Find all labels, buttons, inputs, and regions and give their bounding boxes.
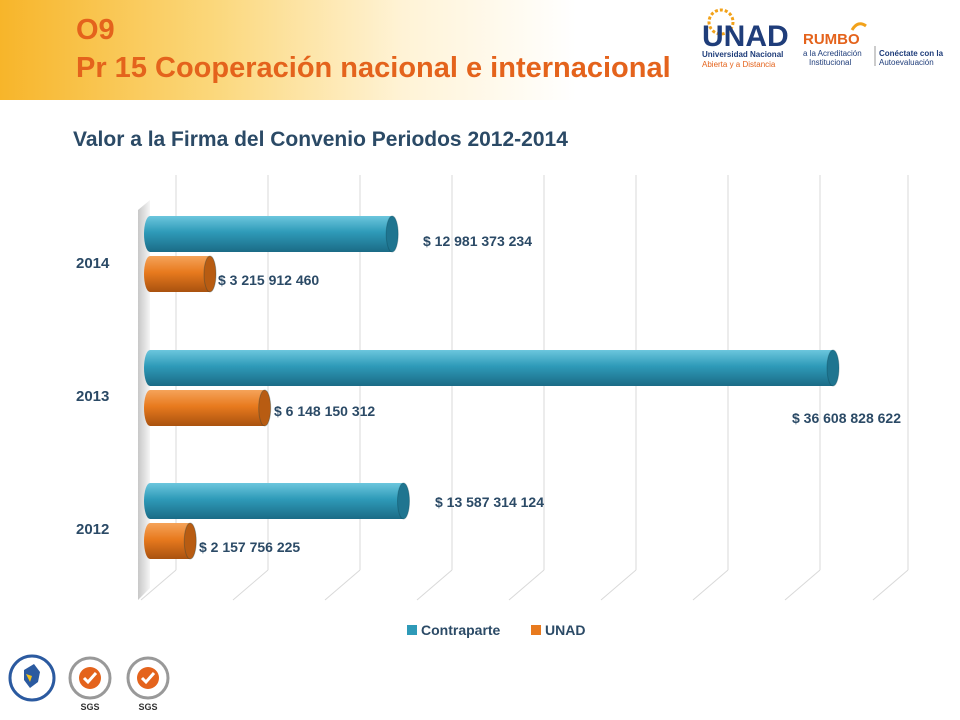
slide-title: Pr 15 Cooperación nacional e internacion… bbox=[76, 52, 671, 84]
data-label-contraparte-2012: $ 13 587 314 124 bbox=[435, 494, 544, 510]
bar-unad-2013 bbox=[144, 389, 272, 427]
gridline-floor-6 bbox=[692, 569, 729, 601]
colombia-seal-icon bbox=[8, 654, 56, 702]
gridline-floor-7 bbox=[784, 569, 821, 601]
bar-end-cap bbox=[183, 522, 197, 560]
rumbo-line2: Institucional bbox=[809, 58, 851, 67]
bar-end-cap bbox=[826, 349, 840, 387]
slide-code: O9 bbox=[76, 14, 115, 46]
bar-end-cap bbox=[203, 255, 217, 293]
gridline-floor-4 bbox=[508, 569, 545, 601]
gridline-floor-5 bbox=[600, 569, 637, 601]
bar-end-cap bbox=[385, 215, 399, 253]
unad-line2: Abierta y a Distancia bbox=[702, 60, 776, 69]
data-label-unad-2012: $ 2 157 756 225 bbox=[199, 539, 300, 555]
bar-unad-2014 bbox=[144, 255, 217, 293]
bar-contraparte-2014 bbox=[144, 215, 399, 253]
sgs-badge-icon: SGS bbox=[68, 656, 112, 712]
bar-unad-2012 bbox=[144, 522, 197, 560]
bar-body bbox=[150, 390, 265, 426]
gridline-floor-3 bbox=[416, 569, 453, 601]
gridline-floor-1 bbox=[232, 569, 269, 601]
gridline-floor-0 bbox=[140, 569, 177, 601]
bar-contraparte-2013 bbox=[144, 349, 840, 387]
rumbo-line1: a la Acreditación bbox=[803, 49, 862, 58]
data-label-contraparte-2013: $ 36 608 828 622 bbox=[792, 410, 901, 426]
category-label-2014: 2014 bbox=[76, 255, 110, 272]
logos-graphic: UNAD Universidad Nacional Abierta y a Di… bbox=[702, 8, 944, 69]
legend-label-unad: UNAD bbox=[545, 622, 585, 638]
legend-label-contraparte: Contraparte bbox=[421, 622, 501, 638]
chart-title: Valor a la Firma del Convenio Periodos 2… bbox=[73, 128, 568, 151]
sgs-badge-icon: SGS bbox=[126, 656, 170, 712]
bar-body bbox=[150, 523, 191, 559]
bar-end-cap bbox=[396, 482, 410, 520]
data-label-unad-2014: $ 3 215 912 460 bbox=[218, 272, 319, 288]
conectate-line1: Conéctate con la bbox=[879, 49, 944, 58]
category-label-2012: 2012 bbox=[76, 521, 109, 538]
gridline-floor-2 bbox=[324, 569, 361, 601]
bar-start-cap bbox=[144, 390, 156, 426]
unad-line1: Universidad Nacional bbox=[702, 50, 783, 59]
bar-body bbox=[150, 350, 833, 386]
bar-body bbox=[150, 216, 393, 252]
conectate-line2: Autoevaluación bbox=[879, 58, 934, 67]
bar-start-cap bbox=[144, 216, 156, 252]
legend-swatch-unad bbox=[531, 625, 541, 635]
certification-badges: SGS SGS bbox=[6, 648, 186, 714]
bar-body bbox=[150, 256, 210, 292]
rumbo-logo: RUMBO a la Acreditación Institucional Co… bbox=[803, 22, 944, 67]
gridline-floor-8 bbox=[872, 569, 909, 601]
category-labels: 2014 2013 2012 bbox=[76, 255, 110, 538]
sgs-text-2: SGS bbox=[138, 702, 157, 712]
value-labels: $ 12 981 373 234 $ 36 608 828 622 $ 13 587… bbox=[199, 233, 901, 555]
bar-contraparte-2012 bbox=[144, 482, 410, 520]
bar-start-cap bbox=[144, 483, 156, 519]
header-logos: UNAD Universidad Nacional Abierta y a Di… bbox=[676, 6, 950, 94]
bar-body bbox=[150, 483, 404, 519]
bar-end-cap bbox=[258, 389, 272, 427]
bar-start-cap bbox=[144, 256, 156, 292]
sgs-text-1: SGS bbox=[80, 702, 99, 712]
bar-start-cap bbox=[144, 523, 156, 559]
rumbo-wordmark: RUMBO bbox=[803, 31, 860, 48]
legend-swatch-contraparte bbox=[407, 625, 417, 635]
unad-wordmark: UNAD bbox=[702, 20, 789, 53]
legend: Contraparte UNAD bbox=[407, 622, 585, 638]
category-label-2013: 2013 bbox=[76, 388, 109, 405]
data-label-contraparte-2014: $ 12 981 373 234 bbox=[423, 233, 532, 249]
bar-start-cap bbox=[144, 350, 156, 386]
bars bbox=[144, 215, 840, 560]
unad-logo: UNAD Universidad Nacional Abierta y a Di… bbox=[702, 8, 789, 69]
data-label-unad-2013: $ 6 148 150 312 bbox=[274, 403, 375, 419]
